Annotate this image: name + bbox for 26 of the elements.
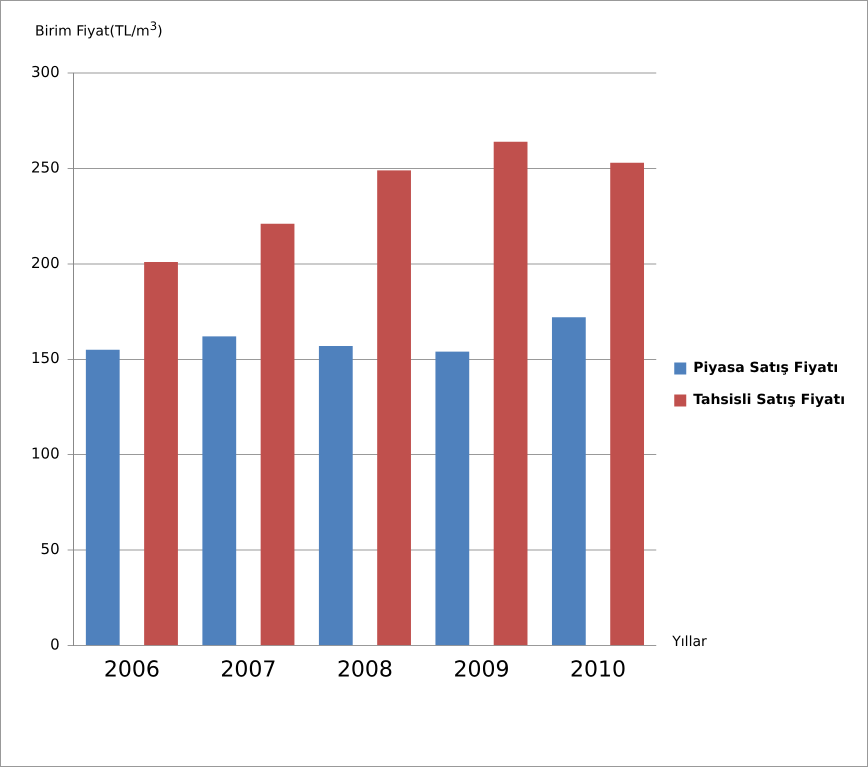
bar [435, 352, 470, 646]
x-tick-label: 2006 [104, 658, 160, 683]
bar [202, 336, 236, 646]
y-tick-label: 0 [50, 635, 60, 654]
x-tick-label: 2008 [336, 658, 393, 683]
y-axis-title: Birim Fiyat(TL/m$^{3}$) [35, 19, 163, 40]
x-tick-label: 2010 [570, 658, 626, 683]
y-tick-label: 50 [40, 540, 60, 558]
bar [260, 224, 294, 646]
x-tick-label: 2007 [220, 658, 276, 683]
bar [552, 317, 586, 646]
bar [377, 170, 411, 646]
y-tick-label: 300 [30, 62, 60, 81]
y-tick-label: 150 [30, 349, 60, 368]
y-tick-label: 100 [30, 444, 60, 463]
y-tick-label: 250 [30, 158, 60, 176]
x-axis-title: Yıllar [672, 634, 707, 650]
bar [610, 162, 644, 646]
y-tick-label: 200 [30, 254, 60, 272]
legend-label: Piyasa Satış Fiyatı [693, 360, 838, 376]
bar [318, 346, 353, 646]
bar [86, 350, 120, 646]
bar [144, 262, 178, 646]
legend-label: Tahsisli Satış Fiyatı [693, 392, 846, 408]
bar [494, 142, 528, 646]
x-tick-label: 2009 [453, 658, 510, 683]
